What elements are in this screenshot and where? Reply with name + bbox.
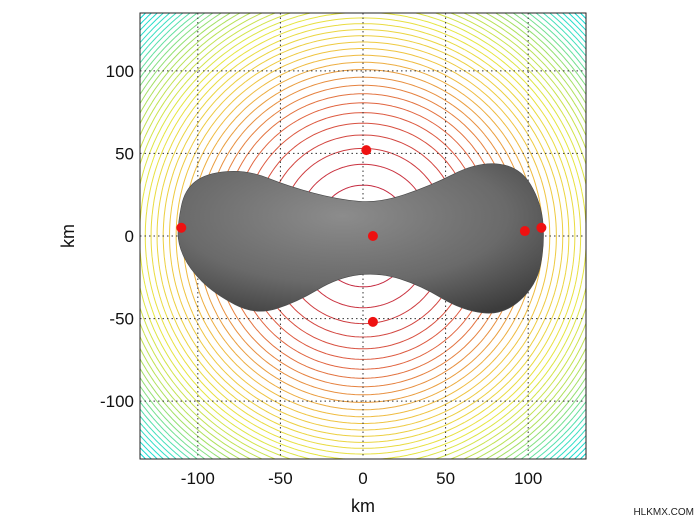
- contour-line: [140, 13, 586, 459]
- x-tick-label: -50: [268, 469, 293, 488]
- contour-line: [140, 13, 586, 459]
- y-tick-label: 0: [125, 227, 134, 246]
- tick-labels: -100 -50 0 50 100 -100 -50 0 50 100: [100, 62, 542, 488]
- contour-line: [140, 13, 586, 459]
- contour-line: [156, 29, 570, 443]
- y-tick-label: 100: [106, 62, 134, 81]
- contour-line: [140, 13, 586, 459]
- x-tick-label: 100: [514, 469, 542, 488]
- equilibrium-point: [536, 222, 547, 233]
- x-tick-label: -100: [181, 469, 215, 488]
- equilibrium-point: [367, 316, 378, 327]
- contour-line: [140, 13, 586, 459]
- contour-line: [140, 13, 586, 459]
- contour-line: [162, 35, 564, 437]
- contour-line: [140, 13, 586, 459]
- contour-line: [140, 13, 586, 459]
- y-tick-label: -50: [109, 310, 134, 329]
- equilibrium-point: [519, 226, 530, 237]
- equilibrium-points: [176, 145, 547, 327]
- equilibrium-point: [367, 231, 378, 241]
- asteroid-body: [177, 163, 544, 314]
- contour-line: [182, 54, 544, 418]
- contour-line: [169, 41, 557, 431]
- y-tick-label: 50: [115, 144, 134, 163]
- x-tick-label: 50: [436, 469, 455, 488]
- contour-line: [150, 23, 576, 449]
- contour-line: [140, 13, 586, 459]
- x-tick-label: 0: [358, 469, 367, 488]
- contour-line: [140, 13, 586, 459]
- contour-line: [140, 13, 586, 459]
- contour-line: [140, 13, 586, 459]
- contour-line: [140, 13, 586, 459]
- contour-line: [140, 13, 586, 459]
- watermark: HLKMX.COM: [633, 507, 694, 518]
- contour-line: [144, 17, 582, 455]
- contour-line: [140, 13, 586, 459]
- y-axis-label: km: [58, 224, 78, 248]
- contour-line: [140, 13, 586, 459]
- plot-frame: [139, 12, 587, 460]
- contour-line: [140, 13, 586, 459]
- contour-line: [140, 13, 586, 459]
- contour-line: [175, 48, 551, 424]
- y-tick-label: -100: [100, 392, 134, 411]
- x-axis-label: km: [351, 496, 375, 516]
- equilibrium-point: [176, 222, 187, 233]
- equilibrium-point: [361, 145, 372, 156]
